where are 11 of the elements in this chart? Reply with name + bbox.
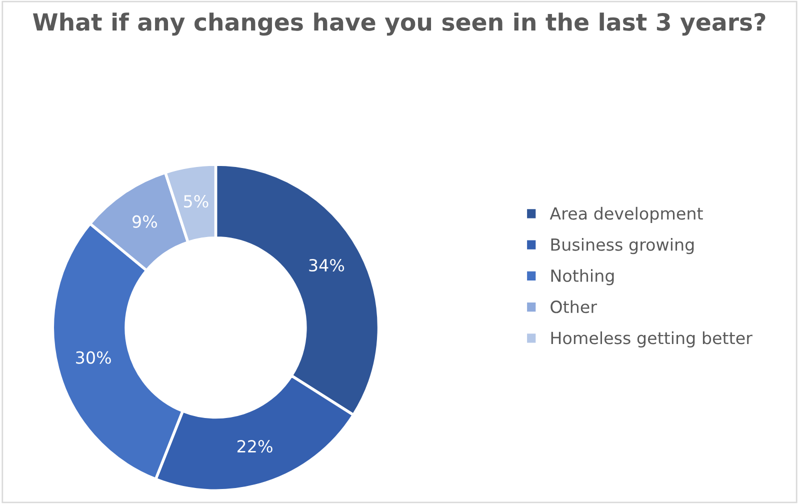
legend-label: Homeless getting better <box>551 331 752 348</box>
chart-title: What if any changes have you seen in the last 3 years? <box>32 12 766 36</box>
data-label: 34% <box>309 258 344 272</box>
data-label: 9% <box>132 215 157 228</box>
data-label: 5% <box>184 195 208 208</box>
legend-label: Area development <box>550 206 703 224</box>
legend-label: Business growing <box>551 238 694 254</box>
data-label: 30% <box>76 351 111 364</box>
legend-label: Nothing <box>551 269 614 286</box>
data-label: 22% <box>237 440 272 453</box>
legend-label: Other <box>550 300 598 314</box>
